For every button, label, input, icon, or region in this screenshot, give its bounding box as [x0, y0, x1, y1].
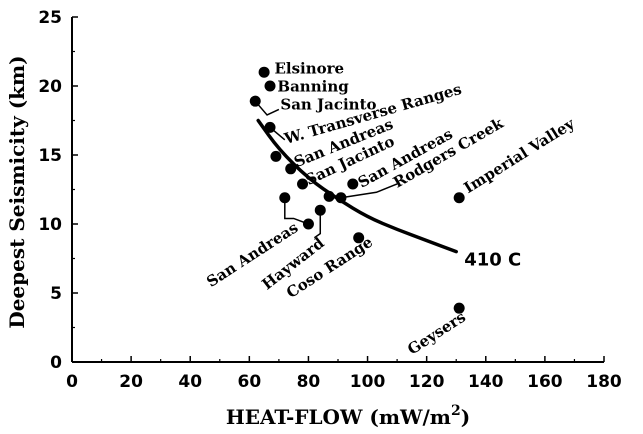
data-point: [264, 121, 276, 133]
data-point: [453, 302, 465, 314]
y-tick-label: 15: [38, 146, 62, 166]
x-tick-label: 140: [468, 372, 504, 392]
x-axis-label-main: HEAT-FLOW (mW/m: [226, 405, 451, 429]
data-point: [285, 163, 297, 175]
leader-line: [284, 197, 309, 225]
data-point: [314, 204, 326, 216]
x-axis-label: HEAT-FLOW (mW/m2): [226, 403, 470, 429]
point-label: Banning: [277, 78, 349, 96]
data-point: [335, 192, 347, 204]
data-point: [353, 232, 365, 244]
y-tick-label: 5: [50, 284, 62, 304]
x-tick-label: 80: [297, 372, 321, 392]
x-tick-label: 0: [66, 372, 78, 392]
y-tick-label: 10: [38, 215, 62, 235]
data-point: [453, 192, 465, 204]
point-label: Elsinore: [274, 60, 344, 78]
data-points: [249, 66, 465, 314]
data-point: [302, 218, 314, 230]
leader-line: [313, 210, 322, 239]
x-tick-label: 120: [409, 372, 445, 392]
x-tick-label: 100: [350, 372, 386, 392]
leader-line: [340, 183, 398, 199]
curve-410c-label: 410 C: [464, 250, 521, 271]
data-point: [297, 178, 309, 190]
x-tick-label: 60: [237, 372, 261, 392]
data-point: [249, 95, 261, 107]
data-point: [279, 192, 291, 204]
y-tick-label: 20: [38, 77, 62, 97]
data-point: [323, 190, 335, 202]
data-point: [347, 178, 359, 190]
data-point: [264, 80, 276, 92]
x-tick-label: 180: [586, 372, 622, 392]
point-label: San Jacinto: [280, 95, 376, 113]
x-axis-label-superscript: 2: [451, 403, 461, 419]
x-tick-label: 160: [527, 372, 563, 392]
data-point: [270, 150, 282, 162]
leader-line: [254, 100, 280, 116]
x-tick-label: 20: [119, 372, 143, 392]
y-tick-label: 0: [50, 353, 62, 373]
x-axis-label-close: ): [461, 405, 470, 429]
data-point: [258, 66, 270, 78]
axes: 0 20 40 60 80 100 120 140 160 180 0 5 10 15 20 25: [38, 8, 622, 392]
point-label: Geysers: [404, 308, 469, 359]
y-tick-label: 25: [38, 8, 62, 28]
x-tick-label: 40: [178, 372, 202, 392]
y-axis-label: Deepest Seismicity (km): [5, 55, 29, 328]
